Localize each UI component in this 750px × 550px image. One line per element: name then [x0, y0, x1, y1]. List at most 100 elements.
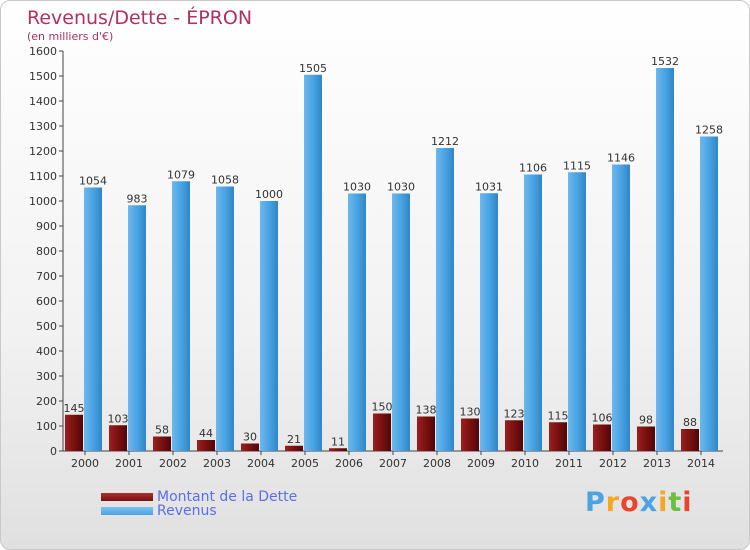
bar-revenus — [84, 187, 102, 451]
bar-dette — [373, 413, 391, 451]
bar-revenus — [172, 181, 190, 451]
data-label-dette: 98 — [639, 414, 653, 427]
y-tick-label: 600 — [36, 295, 57, 308]
legend-swatch-revenus — [101, 507, 153, 515]
data-label-revenus: 1079 — [167, 168, 195, 181]
x-tick-label: 2003 — [203, 457, 231, 470]
legend-label-dette: Montant de la Dette — [157, 489, 298, 505]
x-tick-label: 2005 — [291, 457, 319, 470]
bar-revenus — [304, 74, 322, 451]
bar-revenus — [524, 174, 542, 451]
x-tick-label: 2013 — [643, 457, 671, 470]
x-tick-label: 2009 — [467, 457, 495, 470]
data-label-revenus: 983 — [127, 192, 148, 205]
bar-revenus — [480, 193, 498, 451]
data-label-revenus: 1106 — [519, 162, 547, 175]
bar-dette — [417, 416, 435, 451]
bar-dette — [153, 436, 171, 451]
bar-revenus — [436, 148, 454, 451]
y-tick-label: 300 — [36, 370, 57, 383]
bar-dette — [241, 443, 259, 451]
bar-dette — [197, 440, 215, 451]
bar-dette — [285, 445, 303, 451]
y-tick-label: 100 — [36, 420, 57, 433]
data-label-revenus: 1058 — [211, 174, 239, 187]
x-tick-label: 2000 — [71, 457, 99, 470]
data-label-revenus: 1000 — [255, 188, 283, 201]
logo-letter: P — [585, 487, 606, 518]
y-tick-label: 200 — [36, 395, 57, 408]
bar-dette — [65, 414, 83, 451]
proxiti-logo: Proxiti — [585, 487, 693, 518]
logo-letter: i — [658, 487, 669, 518]
x-tick-label: 2012 — [599, 457, 627, 470]
y-tick-label: 900 — [36, 220, 57, 233]
y-tick-label: 1100 — [29, 170, 57, 183]
legend-swatch-dette — [101, 493, 153, 501]
data-label-dette: 115 — [548, 409, 569, 422]
bar-dette — [549, 422, 567, 451]
bar-revenus — [568, 172, 586, 451]
data-label-dette: 88 — [683, 416, 697, 429]
data-label-dette: 30 — [243, 431, 257, 444]
y-tick-label: 1600 — [29, 45, 57, 58]
x-tick-label: 2002 — [159, 457, 187, 470]
data-label-dette: 11 — [331, 435, 345, 448]
x-tick-label: 2006 — [335, 457, 363, 470]
bar-revenus — [612, 164, 630, 451]
bar-dette — [681, 429, 699, 451]
logo-letter: t — [668, 487, 683, 518]
data-label-dette: 145 — [64, 402, 85, 415]
data-label-dette: 103 — [108, 412, 129, 425]
y-tick-label: 1400 — [29, 95, 57, 108]
y-tick-label: 0 — [50, 445, 57, 458]
data-label-dette: 21 — [287, 433, 301, 446]
bar-revenus — [392, 193, 410, 451]
y-tick-label: 1300 — [29, 120, 57, 133]
data-label-revenus: 1030 — [343, 181, 371, 194]
chart-subtitle: (en milliers d'€) — [27, 30, 114, 43]
data-label-revenus: 1031 — [475, 180, 503, 193]
data-label-revenus: 1505 — [299, 62, 327, 75]
bar-dette — [461, 418, 479, 451]
bar-dette — [593, 424, 611, 451]
bar-dette — [329, 448, 347, 451]
x-tick-label: 2001 — [115, 457, 143, 470]
bar-revenus — [348, 193, 366, 451]
y-tick-label: 1200 — [29, 145, 57, 158]
logo-letter: i — [682, 487, 693, 518]
logo-letter: x — [639, 487, 659, 518]
y-tick-label: 1000 — [29, 195, 57, 208]
legend-label-revenus: Revenus — [157, 503, 217, 519]
x-tick-label: 2004 — [247, 457, 275, 470]
data-label-revenus: 1258 — [695, 124, 723, 137]
bar-revenus — [656, 68, 674, 451]
bar-revenus — [216, 186, 234, 451]
y-tick-label: 400 — [36, 345, 57, 358]
data-label-revenus: 1212 — [431, 135, 459, 148]
x-tick-label: 2014 — [687, 457, 715, 470]
data-label-dette: 138 — [416, 404, 437, 417]
x-tick-label: 2011 — [555, 457, 583, 470]
bar-dette — [637, 426, 655, 451]
legend-item-revenus: Revenus — [101, 503, 217, 519]
y-tick-label: 800 — [36, 245, 57, 258]
bar-dette — [109, 425, 127, 451]
logo-letter: r — [605, 487, 621, 518]
bar-revenus — [700, 136, 718, 451]
bar-revenus — [260, 201, 278, 451]
y-tick-label: 700 — [36, 270, 57, 283]
data-label-revenus: 1115 — [563, 159, 591, 172]
data-label-dette: 150 — [372, 401, 393, 414]
x-tick-label: 2008 — [423, 457, 451, 470]
data-label-revenus: 1532 — [651, 55, 679, 68]
x-tick-label: 2010 — [511, 457, 539, 470]
data-label-dette: 58 — [155, 424, 169, 437]
bar-revenus — [128, 205, 146, 451]
data-label-dette: 106 — [592, 412, 613, 425]
legend-item-dette: Montant de la Dette — [101, 489, 297, 505]
y-tick-label: 1500 — [29, 70, 57, 83]
chart-title: Revenus/Dette - ÉPRON — [27, 7, 253, 29]
